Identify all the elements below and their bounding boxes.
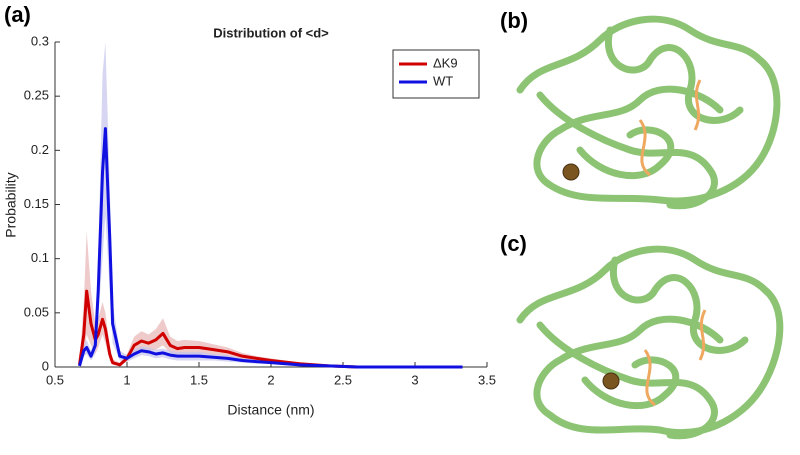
y-tick-label: 0 <box>42 358 49 373</box>
protein-structure <box>516 15 781 210</box>
protein-structure <box>516 245 784 440</box>
x-tick-label: 3.5 <box>478 372 496 387</box>
panel-label: (c) <box>500 231 527 256</box>
x-tick-label: 0.5 <box>46 372 64 387</box>
panel-label: (b) <box>500 8 528 33</box>
y-tick-label: 0.3 <box>31 33 49 48</box>
y-tick-label: 0.1 <box>31 250 49 265</box>
y-axis-label: Probability <box>3 172 19 237</box>
metal-ion <box>602 372 620 390</box>
y-tick-label: 0.2 <box>31 142 49 157</box>
x-tick-label: 1.5 <box>190 372 208 387</box>
x-tick-label: 3 <box>411 372 418 387</box>
error-band <box>79 231 463 367</box>
x-tick-label: 1 <box>123 372 130 387</box>
y-tick-label: 0.05 <box>24 304 49 319</box>
legend-box <box>392 49 480 99</box>
y-tick-label: 0.25 <box>24 88 49 103</box>
chart-title: Distribution of <d> <box>213 25 329 40</box>
legend-label: ΔK9 <box>433 55 458 70</box>
x-tick-label: 2.5 <box>334 372 352 387</box>
y-tick-label: 0.15 <box>24 196 49 211</box>
x-axis-label: Distance (nm) <box>227 402 314 418</box>
line <box>78 127 463 369</box>
metal-ion <box>562 163 580 181</box>
legend-label: WT <box>433 73 453 88</box>
panel-label: (a) <box>4 2 31 27</box>
x-tick-label: 2 <box>267 372 274 387</box>
